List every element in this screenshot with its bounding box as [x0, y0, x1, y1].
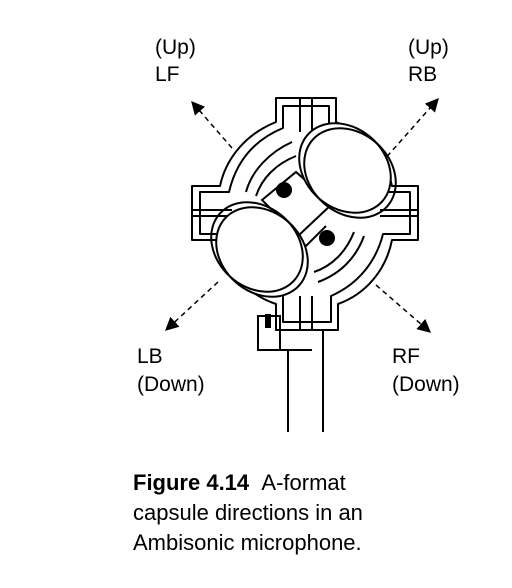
- label-lf-up: (Up): [155, 36, 196, 59]
- caption-line-3: Ambisonic microphone.: [133, 530, 362, 555]
- capsule-rb-rim: [303, 127, 397, 219]
- rf-direction-arrow: [375, 284, 432, 333]
- capsule-lb-rim: [210, 201, 304, 293]
- rb-direction-arrow: [374, 97, 439, 171]
- label-rb: RB: [408, 63, 437, 86]
- label-lf: LF: [155, 63, 180, 86]
- capsule-rf-dot: [319, 230, 335, 246]
- capsule-lf-dot: [276, 182, 292, 198]
- caption-line-1: Figure 4.14 A-format: [133, 468, 433, 498]
- caption-text-1: A-format: [261, 470, 346, 495]
- microphone-stem: [257, 315, 324, 432]
- label-lb-down: (Down): [137, 373, 205, 396]
- label-rf-down: (Down): [392, 373, 460, 396]
- connector-pin: [265, 314, 271, 328]
- caption-figure-number: Figure 4.14: [133, 470, 250, 495]
- lb-direction-arrow: [165, 281, 219, 331]
- label-rb-up: (Up): [408, 36, 449, 59]
- microphone-body: [191, 97, 419, 331]
- label-rf: RF: [392, 345, 420, 368]
- lf-direction-arrow: [191, 100, 233, 149]
- ambisonic-capsule-diagram: (Up) LF (Up) RB LB (Down) RF (Down): [137, 36, 460, 432]
- label-lb: LB: [137, 345, 163, 368]
- caption-line-2: capsule directions in an: [133, 500, 363, 525]
- capsule-lb: [215, 206, 309, 298]
- figure-caption: Figure 4.14 A-format capsule directions …: [133, 468, 433, 558]
